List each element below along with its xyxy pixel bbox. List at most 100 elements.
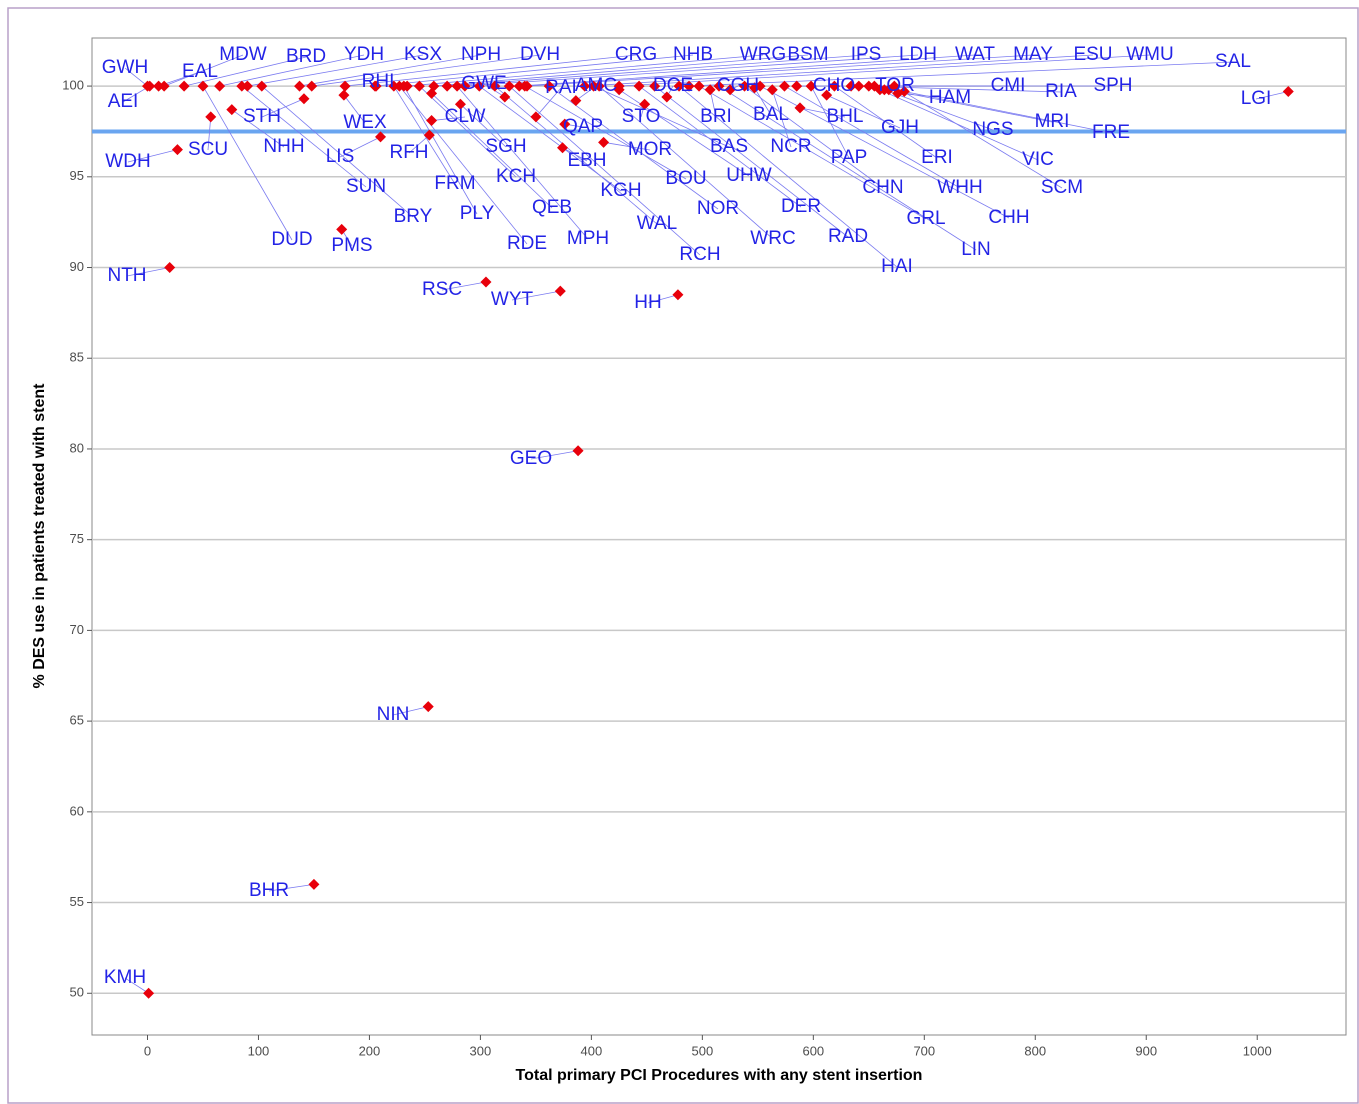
leader-line	[456, 85, 589, 240]
point	[588, 80, 600, 92]
point	[672, 289, 684, 301]
point	[805, 80, 817, 92]
leader-line	[127, 149, 178, 163]
point	[298, 93, 310, 105]
point-label: UHW	[726, 165, 771, 186]
point	[306, 80, 318, 92]
leader-line	[718, 85, 977, 251]
point-label: NGS	[972, 119, 1013, 140]
point	[572, 445, 584, 457]
point	[143, 987, 155, 999]
leader-line	[524, 85, 687, 180]
point-label: NPH	[461, 44, 501, 65]
point	[661, 91, 673, 103]
point	[766, 84, 778, 96]
leader-line	[1255, 91, 1289, 100]
point	[754, 80, 766, 92]
point	[336, 223, 348, 235]
point-label: KSX	[404, 44, 442, 65]
point	[693, 80, 705, 92]
x-tick-label: 300	[470, 1043, 492, 1058]
point	[153, 80, 165, 92]
leader-line	[584, 54, 1094, 87]
leader-line	[124, 67, 148, 87]
point-label: DER	[781, 196, 821, 217]
point-label: GEO	[510, 448, 552, 469]
point	[205, 111, 217, 123]
point	[739, 80, 751, 92]
point	[543, 80, 555, 92]
x-tick-label: 600	[802, 1043, 824, 1058]
point	[308, 878, 320, 890]
point-label: DVH	[520, 44, 560, 65]
point-label: SUN	[346, 176, 386, 197]
leader-line	[261, 98, 305, 118]
point	[554, 285, 566, 297]
y-tick-label: 65	[70, 713, 84, 728]
point-label: LIN	[961, 239, 991, 260]
leader-line	[311, 54, 541, 87]
leader-line	[247, 54, 424, 87]
point	[503, 80, 515, 92]
leader-line	[709, 89, 717, 118]
point	[294, 80, 306, 92]
leader-line	[494, 85, 658, 225]
point-label: NIN	[377, 704, 410, 725]
leader-line	[638, 85, 802, 208]
point-label: RFH	[389, 142, 428, 163]
leader-line	[654, 85, 849, 238]
leader-line	[879, 89, 1039, 161]
x-tick-label: 1000	[1243, 1043, 1272, 1058]
point	[489, 80, 501, 92]
point	[1282, 86, 1294, 98]
point	[613, 84, 625, 96]
point	[426, 87, 438, 99]
point-label: BRY	[394, 206, 433, 227]
point	[236, 80, 248, 92]
point	[171, 144, 183, 156]
point-label: MRI	[1035, 111, 1070, 132]
point	[375, 131, 387, 143]
x-axis-title: Total primary PCI Procedures with any st…	[516, 1067, 923, 1084]
point-label: CRG	[615, 44, 657, 65]
point-label: QAP	[563, 116, 603, 137]
point	[441, 80, 453, 92]
point-label: BHL	[827, 106, 864, 127]
point	[791, 80, 803, 92]
point-label: CHO	[813, 75, 855, 96]
point-label: AEI	[108, 91, 139, 112]
point	[256, 80, 268, 92]
leader-line	[603, 141, 651, 151]
x-tick-label: 800	[1024, 1043, 1046, 1058]
point-label: PLY	[460, 203, 495, 224]
point-label: LDH	[899, 44, 937, 65]
leader-line	[526, 54, 1034, 87]
x-tick-label: 500	[692, 1043, 714, 1058]
point-label: CGH	[717, 75, 759, 96]
point-label: ERI	[921, 147, 953, 168]
y-tick-label: 95	[70, 168, 84, 183]
leader-line	[754, 87, 772, 116]
point	[423, 129, 435, 141]
x-tick-label: 200	[359, 1043, 381, 1058]
point	[649, 80, 661, 92]
point-label: CMI	[991, 75, 1026, 96]
leader-line	[464, 54, 919, 87]
y-tick-label: 100	[62, 78, 84, 93]
point	[874, 84, 886, 96]
point	[158, 80, 170, 92]
leader-line	[535, 87, 562, 118]
leader-line	[647, 294, 679, 304]
point	[226, 104, 238, 116]
point	[480, 276, 492, 288]
leader-line	[771, 89, 792, 148]
point-label: STH	[243, 106, 281, 127]
x-tick-label: 100	[248, 1043, 270, 1058]
point	[451, 80, 463, 92]
point	[673, 80, 685, 92]
leader-line	[219, 54, 365, 87]
point	[459, 80, 471, 92]
point	[388, 80, 400, 92]
point-label: BAS	[710, 136, 748, 157]
point-label: GWE	[461, 73, 506, 94]
